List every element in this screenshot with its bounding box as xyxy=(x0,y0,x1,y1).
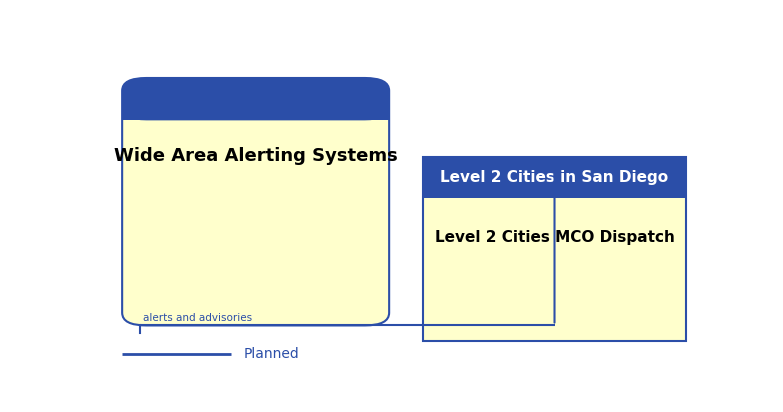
Bar xyxy=(423,157,687,198)
Text: Level 2 Cities in San Diego: Level 2 Cities in San Diego xyxy=(441,170,669,185)
Bar xyxy=(423,157,687,341)
FancyBboxPatch shape xyxy=(122,78,389,120)
Text: Wide Area Alerting Systems: Wide Area Alerting Systems xyxy=(114,147,398,165)
Bar xyxy=(122,108,389,120)
Text: Level 2 Cities MCO Dispatch: Level 2 Cities MCO Dispatch xyxy=(435,230,674,246)
Text: alerts and advisories: alerts and advisories xyxy=(143,313,252,323)
Text: Planned: Planned xyxy=(244,347,299,361)
FancyBboxPatch shape xyxy=(122,78,389,325)
